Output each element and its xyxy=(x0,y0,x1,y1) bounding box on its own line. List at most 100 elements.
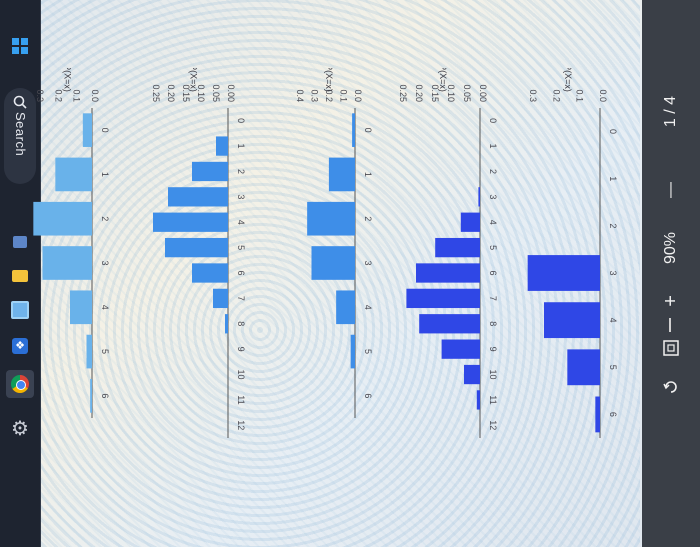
x-tick-label: 7 xyxy=(488,296,498,301)
chart-bar xyxy=(82,113,92,147)
chart-bar xyxy=(478,187,480,207)
x-tick-label: 6 xyxy=(363,393,373,398)
y-tick-label: 0.25 xyxy=(151,84,161,102)
x-tick-label: 11 xyxy=(236,395,246,404)
zoom-level: 90% xyxy=(662,232,679,265)
y-axis-label: P(X=x) xyxy=(563,68,573,92)
chart-bar xyxy=(90,379,92,413)
x-tick-label: 4 xyxy=(100,305,110,310)
y-tick-label: 0.00 xyxy=(226,84,236,102)
y-axis-label: P(X=x) xyxy=(189,68,199,92)
y-tick-label: 0.10 xyxy=(446,84,456,102)
x-tick-label: 5 xyxy=(236,245,246,250)
windows-start-icon[interactable] xyxy=(6,32,34,60)
y-tick-label: 0.4 xyxy=(295,89,305,102)
y-tick-label: 0.10 xyxy=(196,84,206,102)
chart-bar xyxy=(435,237,480,258)
y-tick-label: 0.2 xyxy=(551,89,561,102)
x-tick-label: 4 xyxy=(608,318,618,323)
x-tick-label: 12 xyxy=(488,420,498,430)
chart-bar xyxy=(336,290,355,325)
search-box[interactable] xyxy=(4,88,36,184)
chart-bar xyxy=(544,302,600,339)
y-axis-label: P(X=x) xyxy=(438,68,448,92)
zoom-in-button[interactable]: + xyxy=(659,295,682,307)
x-tick-label: 6 xyxy=(608,412,618,417)
x-tick-label: 5 xyxy=(100,349,110,354)
toolbar-divider xyxy=(669,318,671,332)
chart-bar xyxy=(192,263,228,283)
y-tick-label: 0.2 xyxy=(53,89,63,102)
y-axis-label: P(X=x) xyxy=(63,68,73,92)
search-icon xyxy=(13,95,27,109)
chart-3: 0.0 0.1 0.2 0.3 0.4 P(X=x) 0 1 2 3 4 5 6 x xyxy=(295,68,375,418)
chart-bar xyxy=(328,157,355,192)
x-tick-label: 8 xyxy=(236,321,246,326)
x-axis-label: x xyxy=(618,271,620,276)
chart-4: 0.000.050.100.150.200.25P(X=x)0123456789… xyxy=(151,68,248,438)
chart-bar xyxy=(567,349,600,386)
x-tick-label: 9 xyxy=(488,347,498,352)
store-icon[interactable] xyxy=(6,296,34,324)
chrome-icon[interactable] xyxy=(6,370,34,398)
x-tick-label: 2 xyxy=(608,223,618,228)
x-tick-label: 0 xyxy=(488,118,498,123)
y-tick-label: 0.15 xyxy=(430,84,440,102)
x-tick-label: 6 xyxy=(488,270,498,275)
file-explorer-icon[interactable] xyxy=(6,262,34,290)
x-axis-label: x xyxy=(373,261,375,266)
viewer-toolbar: 1 / 4 — 90% + xyxy=(642,0,700,547)
rotate-icon[interactable] xyxy=(642,378,700,401)
y-tick-label: 0.1 xyxy=(339,89,349,102)
y-tick-label: 0.00 xyxy=(478,84,488,102)
chart-bar xyxy=(350,334,355,369)
x-tick-label: 5 xyxy=(608,365,618,370)
x-tick-label: 1 xyxy=(236,144,246,149)
y-tick-label: 0.05 xyxy=(211,84,221,102)
chart-bar xyxy=(216,136,228,156)
chart-bar xyxy=(86,334,92,369)
y-tick-label: 0.3 xyxy=(310,89,320,102)
chart-bar xyxy=(460,212,480,232)
x-tick-label: 9 xyxy=(236,347,246,352)
x-tick-label: 0 xyxy=(100,128,110,133)
y-tick-label: 0.25 xyxy=(398,84,408,102)
x-tick-label: 10 xyxy=(236,370,246,380)
x-tick-label: 12 xyxy=(236,420,246,430)
chart-bar xyxy=(352,113,355,147)
chart-bar xyxy=(307,201,355,236)
task-view-icon[interactable] xyxy=(6,228,34,256)
x-tick-label: 1 xyxy=(363,172,373,177)
y-tick-label: 0.2 xyxy=(324,89,334,102)
x-tick-label: 3 xyxy=(488,194,498,199)
taskbar: Search ❖ ⚙ xyxy=(0,0,41,547)
y-tick-label: 0.0 xyxy=(353,89,363,102)
settings-icon[interactable]: ⚙ xyxy=(11,417,29,440)
chart-2: 0.000.050.100.150.200.25P(X=x)0123456789… xyxy=(398,68,500,438)
y-tick-label: 0.0 xyxy=(598,89,608,102)
x-tick-label: 11 xyxy=(488,395,498,404)
chart-bar xyxy=(595,396,600,433)
y-tick-label: 0.1 xyxy=(575,89,585,102)
y-tick-label: 0.05 xyxy=(462,84,472,102)
x-tick-label: 3 xyxy=(608,270,618,275)
chart-bar xyxy=(153,212,228,232)
y-tick-label: 0.3 xyxy=(528,89,538,102)
x-tick-label: 2 xyxy=(363,216,373,221)
search-label: Search xyxy=(13,112,28,157)
zoom-out-button[interactable]: — xyxy=(662,182,679,198)
x-tick-label: 3 xyxy=(236,194,246,199)
chart-bar xyxy=(527,255,600,291)
y-tick-label: 0.20 xyxy=(166,84,176,102)
y-tick-label: 0.15 xyxy=(181,84,191,102)
x-tick-label: 2 xyxy=(100,216,110,221)
x-tick-label: 3 xyxy=(100,260,110,265)
y-tick-label: 0.20 xyxy=(414,84,424,102)
fit-page-icon[interactable] xyxy=(642,340,700,361)
chart-bar xyxy=(168,187,228,207)
x-axis-label: x xyxy=(498,271,500,276)
dropbox-icon[interactable]: ❖ xyxy=(6,332,34,360)
y-tick-label: 0.1 xyxy=(72,89,82,102)
x-tick-label: 5 xyxy=(363,349,373,354)
chart-bar xyxy=(416,263,480,283)
